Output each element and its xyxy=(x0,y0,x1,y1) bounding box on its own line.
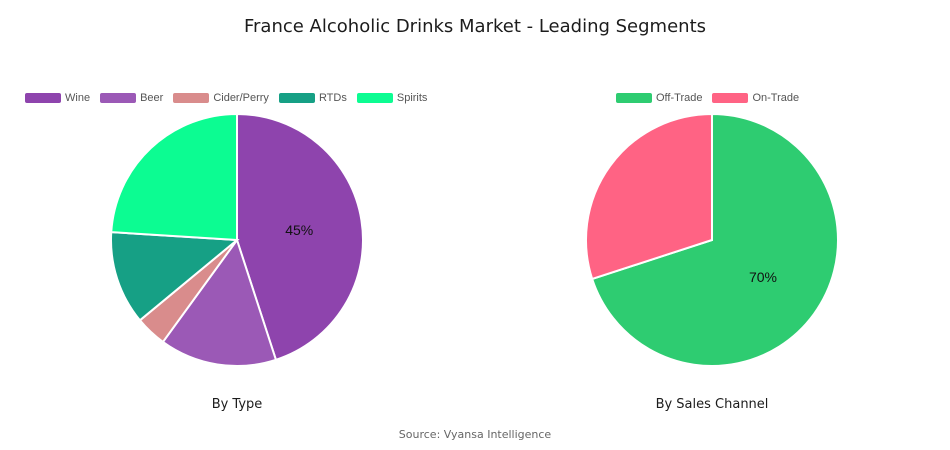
legend-swatch xyxy=(712,93,749,103)
pie-chart-by-type: 45% xyxy=(110,112,364,367)
legend-item-on-trade[interactable]: On-Trade xyxy=(712,92,799,104)
pie-slice-off-trade[interactable] xyxy=(590,112,839,367)
legend-swatch xyxy=(278,93,315,103)
legend-swatch xyxy=(616,93,652,103)
legend-item-spirits[interactable]: Spirits xyxy=(356,92,428,104)
legend-item-off-trade[interactable]: Off-Trade xyxy=(616,92,702,104)
pie-slice-on-trade[interactable] xyxy=(585,112,713,281)
legend-item-rtds[interactable]: RTDs xyxy=(278,92,347,104)
pie-slice-wine[interactable] xyxy=(236,112,364,362)
caption-by-type: By Type xyxy=(211,397,263,412)
legend-by-type: Wine Beer Cider/Perry RTDs Spirits xyxy=(25,92,427,104)
legend-label: On-Trade xyxy=(752,92,800,104)
pie-slice-rtds[interactable] xyxy=(110,231,240,322)
legend-swatch xyxy=(100,93,137,103)
pie-slice-beer[interactable] xyxy=(161,237,278,367)
pie-chart-by-sales-channel: 70% xyxy=(585,112,839,367)
data-label-off-trade: 70% xyxy=(749,269,777,285)
legend-label: Beer xyxy=(140,92,164,104)
caption-by-sales-channel: By Sales Channel xyxy=(655,397,769,412)
legend-item-cider-perry[interactable]: Cider/Perry xyxy=(173,92,269,104)
source-note: Source: Vyansa Intelligence xyxy=(398,428,552,441)
legend-swatch xyxy=(173,93,210,103)
legend-by-sales-channel: Off-Trade On-Trade xyxy=(616,92,799,104)
legend-label: Off-Trade xyxy=(656,92,703,104)
legend-label: Wine xyxy=(65,92,91,104)
legend-label: Spirits xyxy=(396,92,428,104)
legend-label: RTDs xyxy=(318,92,347,104)
legend-swatch xyxy=(25,93,61,103)
legend-swatch xyxy=(356,93,393,103)
chart-title: France Alcoholic Drinks Market - Leading… xyxy=(243,16,707,37)
data-label-wine: 45% xyxy=(285,222,313,238)
legend-label: Cider/Perry xyxy=(213,92,269,104)
pie-slice-spirits[interactable] xyxy=(110,112,238,242)
legend-item-wine[interactable]: Wine xyxy=(25,92,90,104)
legend-item-beer[interactable]: Beer xyxy=(100,92,163,104)
